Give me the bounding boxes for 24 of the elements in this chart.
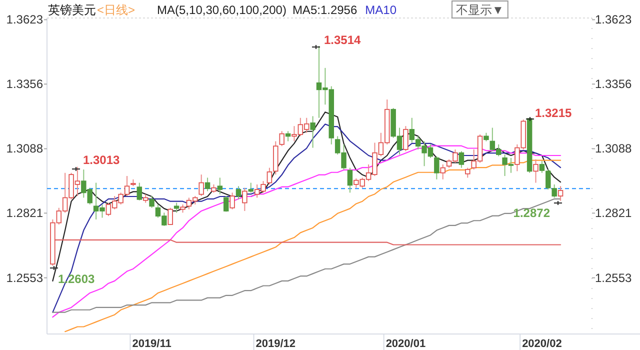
annotation: 1.2872: [513, 206, 550, 220]
subtitle: <日线>: [97, 3, 136, 17]
annotation: 1.3013: [83, 153, 120, 167]
x-tick-label: 2019/11: [132, 338, 172, 350]
annotation: 1.3514: [324, 33, 362, 47]
text: 不显示▼: [456, 3, 504, 17]
y-tick-label: 1.2553: [6, 270, 44, 285]
title: 英镑美元: [48, 3, 96, 17]
y-tick-label: 1.2821: [6, 206, 44, 220]
y-tick-label: 1.3088: [6, 142, 44, 156]
x-tick-label: 2020/01: [386, 338, 426, 350]
y-tick-label: 1.3623: [6, 12, 44, 27]
y2-tick-label: 1.2821: [595, 206, 632, 220]
y2-tick-label: 1.3623: [595, 12, 632, 27]
y-tick-label: 1.3356: [6, 77, 44, 92]
x-tick-label: 2019/12: [256, 338, 296, 350]
x-tick-label: 2020/02: [522, 338, 562, 350]
annotation: 1.3215: [535, 106, 572, 120]
text: MA5:1.2956: [292, 3, 358, 17]
text: MA10: [365, 3, 397, 17]
y2-tick-label: 1.2553: [595, 270, 632, 285]
y2-tick-label: 1.3356: [595, 77, 632, 92]
text: MA(5,10,30,60,100,200): [157, 3, 286, 17]
y2-tick-label: 1.3088: [595, 142, 632, 156]
